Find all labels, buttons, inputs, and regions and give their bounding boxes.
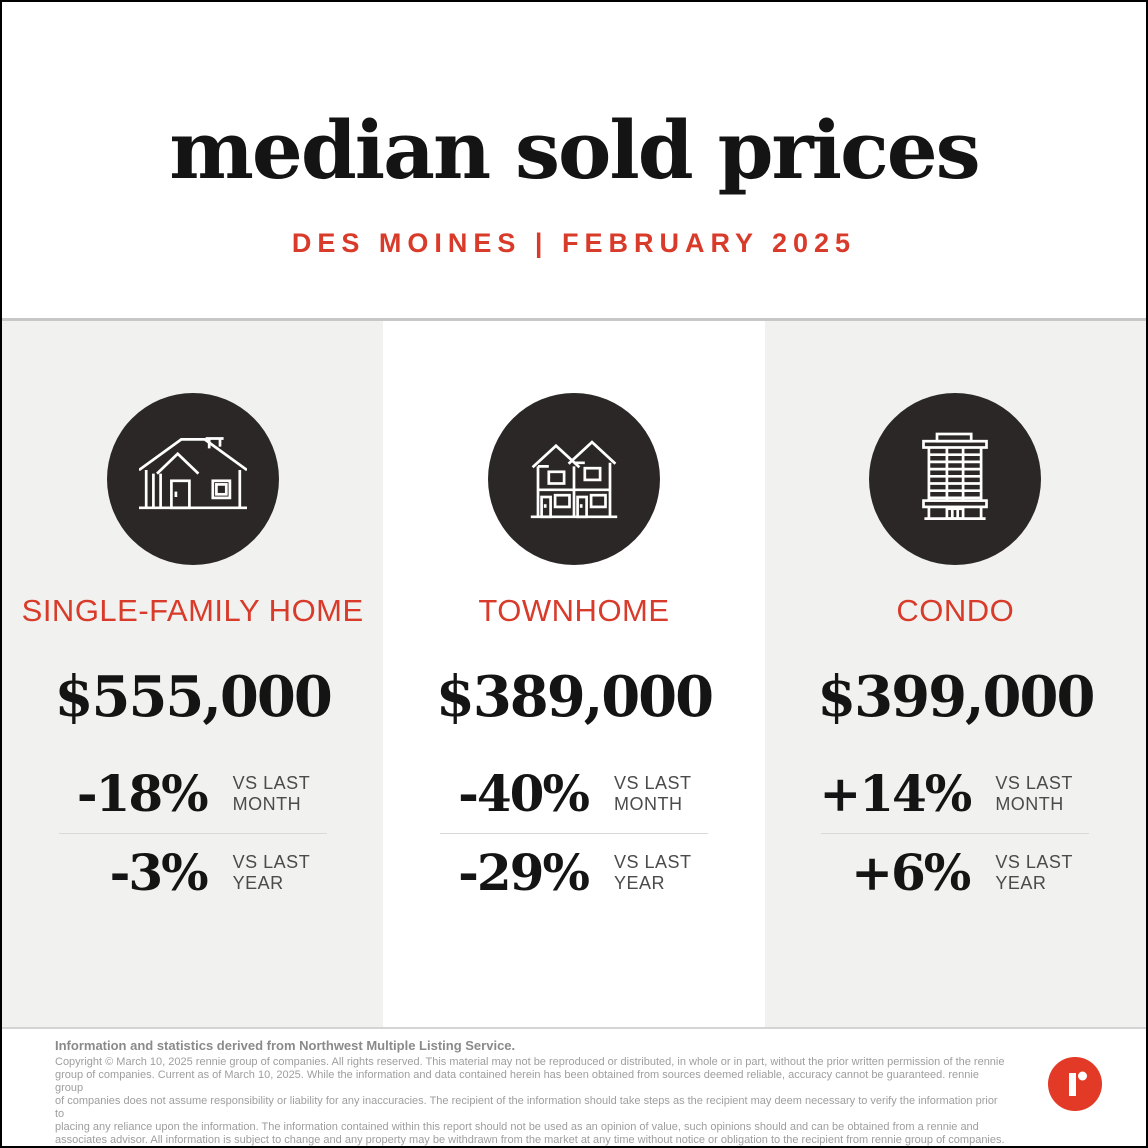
pct-change-month-label: VS LAST MONTH [232,772,311,814]
header-divider [2,318,1146,321]
single-family-icon-badge [106,393,279,565]
page-subtitle: DES MOINES | FEBRUARY 2025 [291,228,857,258]
column-condo: CONDO $399,000 +14% VS LAST MONTH +6% VS… [765,321,1146,1027]
pct-change-month-label: VS LAST MONTH [613,772,692,814]
footer-disclaimer-line: associates advisor. All information is s… [55,1134,1005,1146]
column-single-family-home: SINGLE-FAMILY HOME $555,000 -18% VS LAST… [2,321,383,1027]
pct-change-month: +14% [819,763,972,823]
footer-disclaimer-line: placing any reliance upon the informatio… [55,1121,979,1133]
pct-change-year: -3% [109,842,209,902]
pct-change-year-label: VS LAST YEAR [232,851,311,893]
median-price-condo: $399,000 [817,664,1095,730]
footer-source-heading: Information and statistics derived from … [55,1038,516,1053]
row-divider [439,832,708,834]
pct-change-year: +6% [851,842,971,902]
condo-icon-badge [869,393,1042,565]
stats-band: SINGLE-FAMILY HOME $555,000 -18% VS LAST… [2,321,1146,1027]
rennie-logo [1048,1057,1102,1111]
footer-disclaimer-line: group of companies. Current as of March … [55,1069,979,1094]
pct-change-month: -18% [76,763,209,823]
footer-divider [2,1027,1146,1029]
vs-last-month-row: -40% VS LAST MONTH [434,759,714,829]
median-price-townhome: $389,000 [435,664,714,730]
pct-change-year-label: VS LAST YEAR [613,851,692,893]
change-rows: -40% VS LAST MONTH -29% VS LAST YEAR [434,759,714,908]
row-divider [58,832,327,834]
pct-change-month: -40% [458,763,590,823]
condo-building-icon [922,432,989,520]
pct-change-month-label: VS LAST MONTH [995,772,1073,814]
row-divider [821,832,1090,834]
category-label-single-family: SINGLE-FAMILY HOME [21,593,364,628]
median-price-single-family: $555,000 [54,664,333,730]
vs-last-year-row: -29% VS LAST YEAR [434,838,714,908]
column-townhome: TOWNHOME $389,000 -40% VS LAST MONTH -29… [383,321,765,1027]
page-title: median sold prices [169,103,980,197]
townhome-icon-badge [487,393,660,565]
single-family-house-icon [138,437,247,510]
category-label-condo: CONDO [896,593,1015,628]
vs-last-month-row: -18% VS LAST MONTH [53,759,333,829]
change-rows: -18% VS LAST MONTH -3% VS LAST YEAR [53,759,333,908]
townhome-icon [530,440,618,519]
pct-change-year-label: VS LAST YEAR [995,851,1073,893]
vs-last-year-row: +6% VS LAST YEAR [815,838,1095,908]
change-rows: +14% VS LAST MONTH +6% VS LAST YEAR [815,759,1095,908]
header: median sold prices DES MOINES | FEBRUARY… [2,2,1146,318]
footer: Information and statistics derived from … [2,1029,1146,1146]
category-label-townhome: TOWNHOME [478,593,670,628]
footer-disclaimer-line: Copyright © March 10, 2025 rennie group … [55,1056,1005,1068]
vs-last-month-row: +14% VS LAST MONTH [815,759,1095,829]
footer-disclaimer-line: of companies does not assume responsibil… [55,1095,998,1120]
vs-last-year-row: -3% VS LAST YEAR [53,838,333,908]
pct-change-year: -29% [458,842,590,902]
